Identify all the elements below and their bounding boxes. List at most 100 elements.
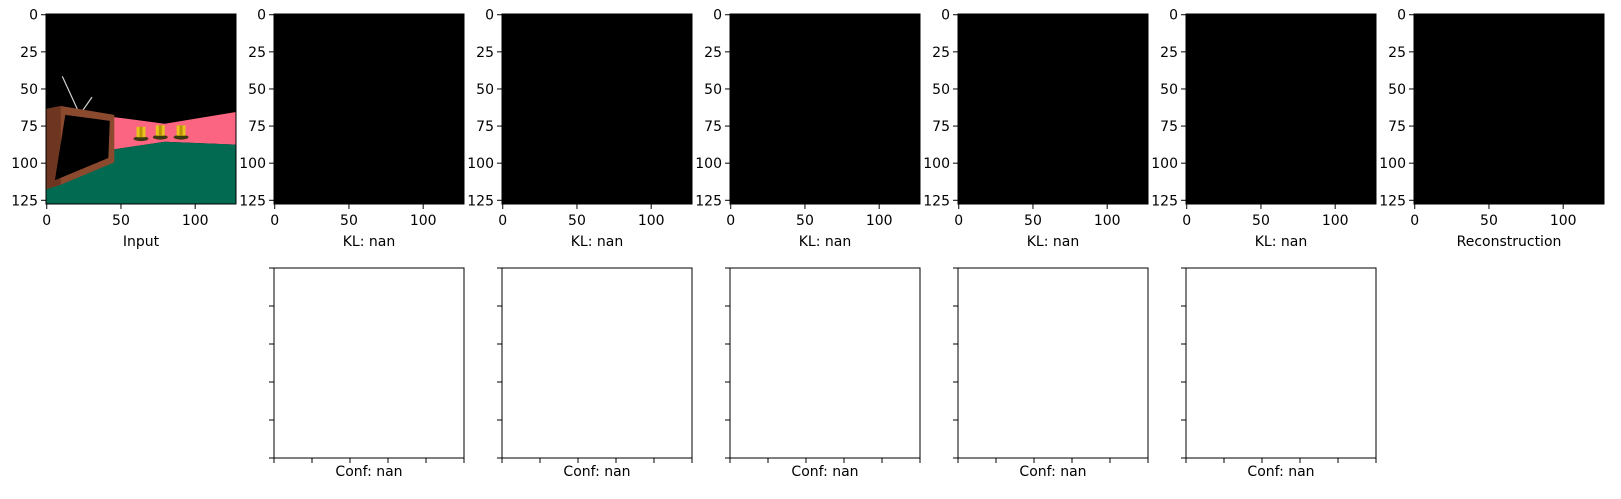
x-tick-label: 100 — [1550, 213, 1577, 229]
panel-label: Input — [123, 234, 160, 250]
panel-label: KL: nan — [799, 234, 851, 250]
x-tick-label: 0 — [954, 213, 963, 229]
image-panel-4: 0 50 100 0 25 50 75 100 125 KL: nan — [695, 8, 921, 250]
image-panel-5: 0 50 100 0 25 50 75 100 125 KL: nan — [923, 8, 1149, 250]
y-tick-label: 25 — [1388, 45, 1406, 61]
panel-label: Conf: nan — [335, 464, 402, 480]
x-tick-label: 50 — [796, 213, 814, 229]
panel-label: KL: nan — [343, 234, 395, 250]
x-tick-label: 50 — [568, 213, 586, 229]
conf-axes-frame — [957, 267, 1149, 459]
y-tick-label: 0 — [1169, 8, 1178, 24]
conf-panel-2: Conf: nan — [497, 267, 693, 480]
y-tick-label: 125 — [239, 193, 266, 209]
axes-frame — [45, 13, 237, 205]
y-tick-label: 50 — [476, 82, 494, 98]
image-content — [502, 14, 692, 204]
y-tick-label: 50 — [20, 82, 38, 98]
y-tick-label: 0 — [29, 8, 38, 24]
x-tick-label: 50 — [112, 213, 130, 229]
scene-object-shade — [179, 125, 183, 136]
panel-label: KL: nan — [1255, 234, 1307, 250]
image-content — [730, 14, 920, 204]
y-tick-label: 75 — [20, 119, 38, 135]
y-tick-label: 75 — [476, 119, 494, 135]
panel-label: Conf: nan — [563, 464, 630, 480]
x-tick-label: 50 — [1252, 213, 1270, 229]
axes-frame — [1413, 13, 1605, 205]
image-content — [274, 14, 464, 204]
y-tick-label: 50 — [704, 82, 722, 98]
x-tick-label: 100 — [1322, 213, 1349, 229]
axes-frame — [729, 13, 921, 205]
x-tick-label: 50 — [1480, 213, 1498, 229]
x-tick-label: 100 — [866, 213, 893, 229]
panel-label: Conf: nan — [1247, 464, 1314, 480]
conf-panel-4: Conf: nan — [953, 267, 1149, 480]
y-tick-label: 0 — [941, 8, 950, 24]
scene-antenna — [81, 96, 93, 113]
panel-label: KL: nan — [1027, 234, 1079, 250]
panel-label: Conf: nan — [791, 464, 858, 480]
image-panel-1: 0 50 100 0 25 50 75 100 125 Input — [11, 8, 237, 250]
y-tick-label: 25 — [932, 45, 950, 61]
y-tick-label: 100 — [1379, 156, 1406, 172]
y-tick-label: 125 — [695, 193, 722, 209]
image-content — [1414, 14, 1604, 204]
axes-frame — [957, 13, 1149, 205]
y-tick-label: 100 — [695, 156, 722, 172]
scene-object-shade — [139, 126, 143, 138]
y-tick-label: 125 — [467, 193, 494, 209]
y-tick-label: 125 — [923, 193, 950, 209]
y-tick-label: 0 — [257, 8, 266, 24]
axes-frame — [1185, 13, 1377, 205]
scene-tv-screen — [54, 114, 110, 181]
x-tick-label: 0 — [498, 213, 507, 229]
image-content — [958, 14, 1148, 204]
scene-antenna — [61, 76, 80, 113]
y-tick-label: 75 — [1388, 119, 1406, 135]
conf-axes-frame — [729, 267, 921, 459]
conf-axes-frame — [501, 267, 693, 459]
y-tick-label: 75 — [1160, 119, 1178, 135]
axes-frame — [501, 13, 693, 205]
x-tick-label: 0 — [726, 213, 735, 229]
x-tick-label: 0 — [1410, 213, 1419, 229]
conf-axes-frame — [273, 267, 465, 459]
conf-axes-frame — [1185, 267, 1377, 459]
y-tick-label: 25 — [476, 45, 494, 61]
y-tick-label: 0 — [485, 8, 494, 24]
x-tick-label: 100 — [410, 213, 437, 229]
scene-object-shadow — [173, 134, 189, 140]
panel-label: Reconstruction — [1457, 234, 1562, 250]
scene-object-shadow — [152, 134, 168, 140]
y-tick-label: 25 — [1160, 45, 1178, 61]
panel-label: KL: nan — [571, 234, 623, 250]
scene-object-shadow — [133, 136, 149, 142]
y-tick-label: 0 — [1397, 8, 1406, 24]
y-tick-label: 100 — [11, 156, 38, 172]
image-panel-7: 0 50 100 0 25 50 75 100 125 Reconstruction — [1379, 8, 1605, 250]
y-tick-label: 75 — [248, 119, 266, 135]
image-panel-3: 0 50 100 0 25 50 75 100 125 KL: nan — [467, 8, 693, 250]
x-tick-label: 0 — [270, 213, 279, 229]
scene-object-shade — [158, 125, 162, 136]
y-tick-label: 0 — [713, 8, 722, 24]
image-panel-2: 0 50 100 0 25 50 75 100 125 KL: nan — [239, 8, 465, 250]
y-tick-label: 75 — [704, 119, 722, 135]
y-tick-label: 100 — [467, 156, 494, 172]
x-tick-label: 0 — [42, 213, 51, 229]
x-tick-label: 50 — [340, 213, 358, 229]
axes-frame — [273, 13, 465, 205]
y-tick-label: 25 — [248, 45, 266, 61]
y-tick-label: 100 — [239, 156, 266, 172]
conf-panel-3: Conf: nan — [725, 267, 921, 480]
y-tick-label: 75 — [932, 119, 950, 135]
y-tick-label: 125 — [1151, 193, 1178, 209]
x-tick-label: 100 — [1094, 213, 1121, 229]
x-tick-label: 100 — [638, 213, 665, 229]
y-tick-label: 125 — [11, 193, 38, 209]
conf-panel-1: Conf: nan — [269, 267, 465, 480]
y-tick-label: 100 — [923, 156, 950, 172]
